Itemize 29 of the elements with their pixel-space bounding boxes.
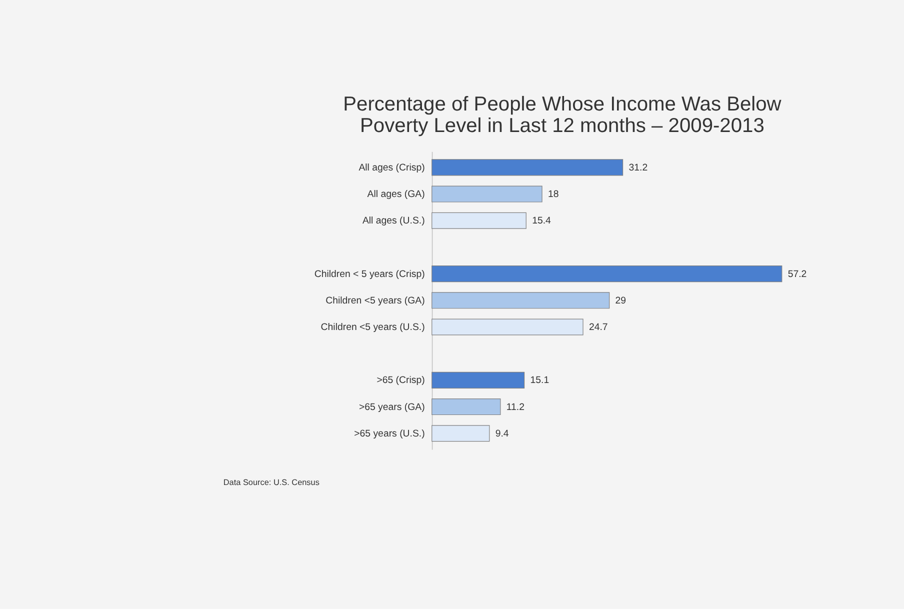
data-label: 15.1 bbox=[530, 375, 550, 386]
bar bbox=[432, 372, 525, 388]
bar bbox=[432, 292, 610, 309]
bar bbox=[432, 159, 624, 176]
y-tick-label: Children <5 years (U.S.) bbox=[320, 322, 425, 333]
y-tick-label: All ages (Crisp) bbox=[358, 162, 425, 174]
y-tick-label: >65 years (U.S.) bbox=[354, 428, 425, 440]
data-label: 11.2 bbox=[506, 402, 524, 413]
data-label: 29 bbox=[615, 295, 626, 306]
y-tick-label: Children <5 years (GA) bbox=[326, 295, 425, 306]
y-tick-label: >65 years (GA) bbox=[358, 402, 425, 413]
y-tick-label: All ages (U.S.) bbox=[362, 216, 425, 227]
data-label: 9.4 bbox=[495, 428, 510, 440]
data-label: 31.2 bbox=[628, 162, 648, 174]
data-label: 24.7 bbox=[588, 322, 608, 333]
data-label: 15.4 bbox=[532, 216, 552, 227]
bar bbox=[432, 212, 526, 229]
source-note: Data Source: U.S. Census bbox=[223, 478, 320, 488]
data-label: 18 bbox=[548, 189, 559, 200]
y-tick-label: Children < 5 years (Crisp) bbox=[314, 268, 425, 280]
y-tick-label: All ages (GA) bbox=[367, 189, 425, 200]
bar bbox=[432, 398, 501, 416]
data-label: 57.2 bbox=[788, 268, 807, 280]
chart-title: Percentage of People Whose Income Was Below Poverty Level in Last 12 months – 2009-2013 bbox=[343, 94, 782, 138]
bar bbox=[432, 266, 782, 282]
bar bbox=[432, 425, 490, 442]
bar bbox=[432, 318, 584, 336]
y-tick-label: >65 (Crisp) bbox=[376, 375, 425, 386]
bar bbox=[432, 186, 542, 202]
